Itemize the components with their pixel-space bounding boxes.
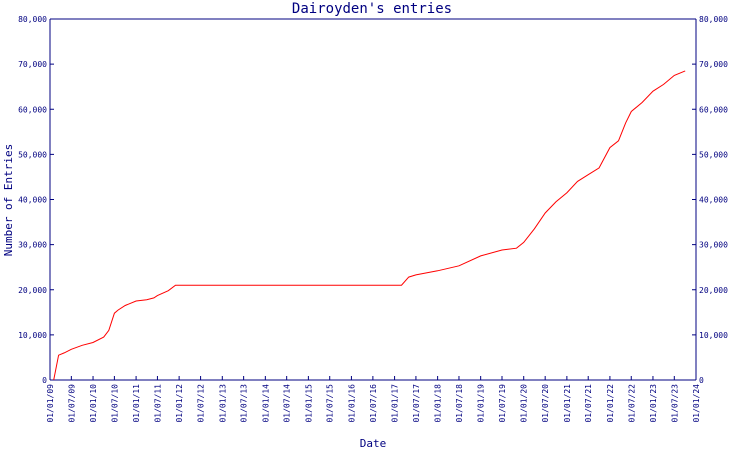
x-tick-label: 01/07/12	[197, 384, 206, 423]
x-tick-label: 01/07/09	[67, 384, 76, 423]
x-tick-label: 01/07/20	[541, 384, 550, 423]
left-y-tick-label: 50,000	[18, 150, 47, 159]
x-tick-label: 01/07/14	[283, 384, 292, 423]
y-axis-ticks: 0 0 10,000 10,000 20,000 20,000 30,000 30,000 40…	[18, 15, 728, 385]
x-tick-label: 01/01/11	[132, 384, 141, 423]
right-y-tick-label: 50,000	[699, 150, 728, 159]
x-tick-label: 01/01/15	[304, 384, 313, 423]
right-y-tick-label: 80,000	[699, 15, 728, 24]
x-tick-label: 01/07/22	[627, 384, 636, 423]
x-tick-label: 01/01/10	[89, 384, 98, 423]
right-y-tick-label: 0	[699, 376, 704, 385]
x-tick-label: 01/01/21	[563, 384, 572, 423]
x-axis-ticks: 01/01/09 01/07/09 01/01/10 01/07/10 01/01/11…	[46, 376, 701, 423]
x-tick-label: 01/07/16	[369, 384, 378, 423]
x-tick-label: 01/07/21	[584, 384, 593, 423]
right-y-tick-label: 40,000	[699, 196, 728, 205]
right-y-tick-label: 10,000	[699, 331, 728, 340]
right-y-tick-label: 60,000	[699, 105, 728, 114]
x-tick-label: 01/01/12	[175, 384, 184, 423]
y-axis-label: Number of Entries	[2, 144, 15, 257]
right-y-tick-label: 20,000	[699, 286, 728, 295]
x-tick-label: 01/01/24	[692, 384, 701, 423]
x-tick-label: 01/01/16	[347, 384, 356, 423]
x-tick-label: 01/01/19	[477, 384, 486, 423]
left-y-tick-label: 0	[42, 376, 47, 385]
right-y-tick-label: 30,000	[699, 241, 728, 250]
left-y-tick-label: 40,000	[18, 196, 47, 205]
x-tick-label: 01/07/11	[153, 384, 162, 423]
left-y-tick-label: 70,000	[18, 60, 47, 69]
x-tick-label: 01/07/10	[110, 384, 119, 423]
x-axis-label: Date	[360, 437, 387, 450]
left-y-tick-label: 10,000	[18, 331, 47, 340]
series-line	[53, 70, 686, 381]
x-tick-label: 01/01/18	[434, 384, 443, 423]
x-tick-label: 01/01/23	[649, 384, 658, 423]
left-y-tick-label: 60,000	[18, 105, 47, 114]
right-y-tick-label: 70,000	[699, 60, 728, 69]
x-tick-label: 01/01/09	[46, 384, 55, 423]
x-tick-label: 01/07/13	[240, 384, 249, 423]
chart-title: Dairoyden's entries	[292, 1, 452, 17]
left-y-tick-label: 20,000	[18, 286, 47, 295]
left-y-tick-label: 80,000	[18, 15, 47, 24]
left-y-tick-label: 30,000	[18, 241, 47, 250]
x-tick-label: 01/07/15	[326, 384, 335, 423]
x-tick-label: 01/07/23	[670, 384, 679, 423]
x-tick-label: 01/01/14	[261, 384, 270, 423]
x-tick-label: 01/01/22	[606, 384, 615, 423]
x-tick-label: 01/01/13	[218, 384, 227, 423]
x-tick-label: 01/01/20	[520, 384, 529, 423]
x-tick-label: 01/01/17	[391, 384, 400, 423]
x-tick-label: 01/07/19	[498, 384, 507, 423]
x-tick-label: 01/07/18	[455, 384, 464, 423]
x-tick-label: 01/07/17	[412, 384, 421, 423]
